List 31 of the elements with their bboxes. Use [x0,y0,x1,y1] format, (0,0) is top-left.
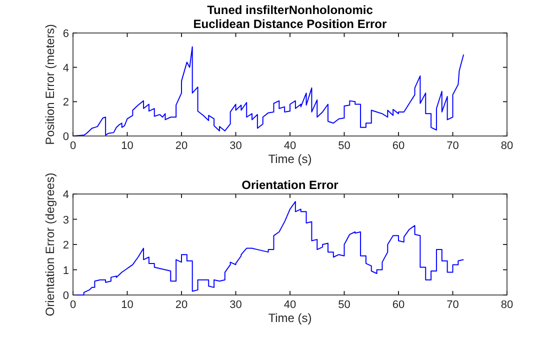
x-axis-title: Time (s) [268,152,312,166]
y-tick-label: 4 [62,62,69,74]
x-axis-title: Time (s) [268,311,312,325]
x-tick-label: 30 [230,140,242,152]
chart-title: Orientation Error [242,178,339,192]
y-tick-label: 3 [62,214,69,226]
y-axis-title: Orientation Error (degrees) [43,172,57,316]
x-tick-label: 30 [230,299,242,311]
y-tick-label: 2 [62,240,69,252]
x-tick-label: 20 [175,299,188,311]
x-tick-label: 60 [392,140,405,152]
x-tick-label: 70 [446,140,459,152]
x-tick-label: 80 [500,140,514,152]
chart-title: Tuned insfilterNonholonomic Euclidean Distance Position Error [193,3,388,31]
y-tick-label: 0 [62,131,69,143]
x-tick-label: 70 [446,299,459,311]
y-axis-title: Position Error (meters) [43,24,57,145]
y-tick-label: 1 [62,264,69,277]
y-tick-label: 6 [62,28,69,40]
x-tick-label: 40 [284,299,296,311]
y-tick-label: 0 [62,290,69,302]
x-tick-label: 10 [121,299,134,311]
x-tick-label: 20 [175,140,188,152]
x-tick-label: 10 [121,140,134,152]
x-tick-label: 60 [392,299,405,311]
y-tick-label: 4 [62,189,69,201]
x-tick-label: 40 [284,140,296,152]
x-tick-label: 50 [338,140,350,152]
x-tick-label: 80 [500,299,514,311]
x-tick-label: 50 [338,299,350,311]
y-tick-label: 2 [62,96,69,109]
